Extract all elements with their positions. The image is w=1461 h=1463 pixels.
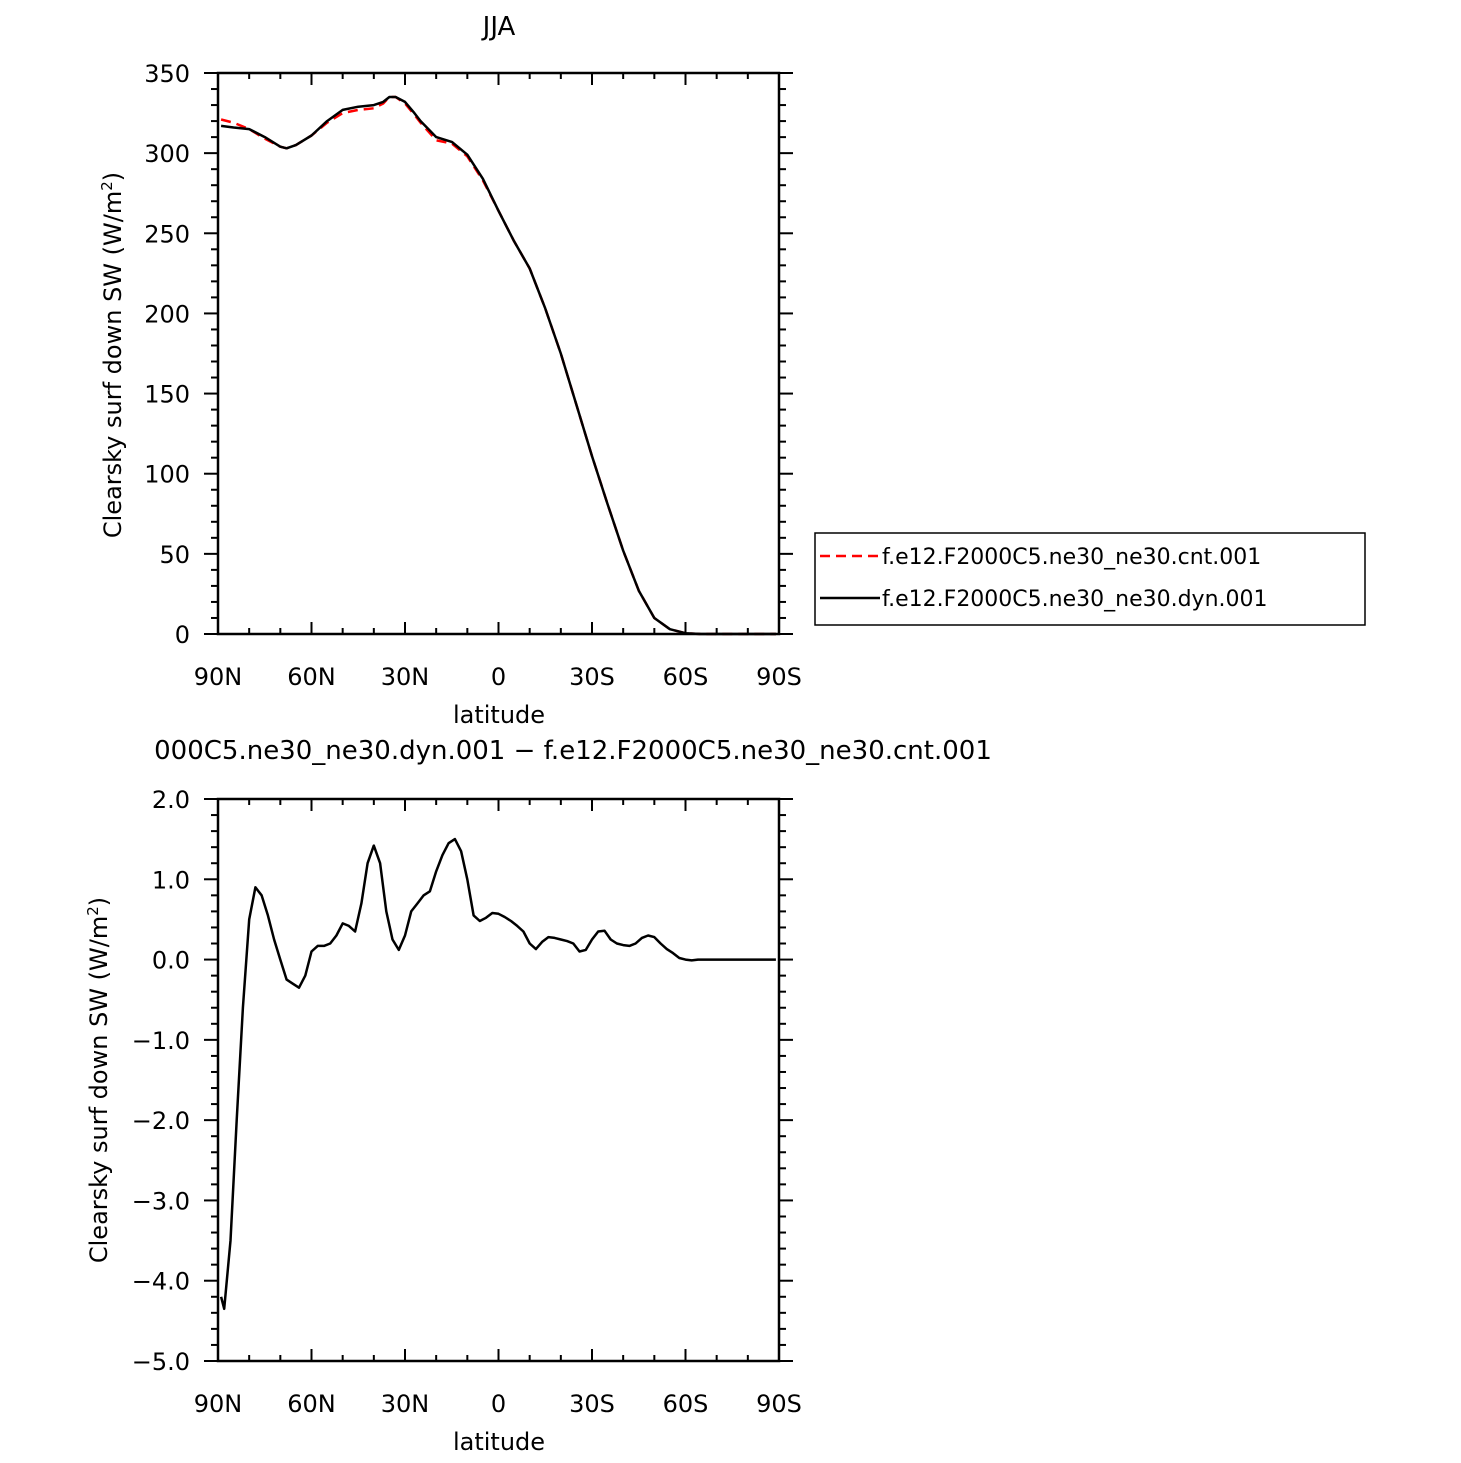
top-panel: JJA 90N 60N 30N 0 30S 60S 90S 0 50 100 150 200 250 30… [98,12,1366,729]
top-panel-y-tick-label: 300 [144,140,190,168]
top-panel-y-tick-label: 0 [175,621,190,649]
legend: f.e12.F2000C5.ne30_ne30.cnt.001 f.e12.F2… [814,532,1366,626]
top-panel-series-group [220,95,776,636]
bottom-panel: 000C5.ne30_ne30.dyn.001 − f.e12.F2000C5.… [84,736,992,1456]
bottom-panel-x-tick-label: 90N [194,1390,243,1418]
bottom-panel-x-tick-label: 0 [491,1390,506,1418]
top-panel-x-axis-label: latitude [453,701,545,729]
bottom-panel-y-tick-label: −5.0 [132,1348,190,1376]
top-panel-y-tick-label: 50 [159,541,190,569]
bottom-panel-series-line-0 [219,837,776,1311]
top-panel-frame [216,71,781,636]
top-panel-y-axis-label: Clearsky surf down SW (W/m2) [98,172,127,538]
bottom-panel-x-tick-label: 60S [663,1390,709,1418]
top-panel-series-line-0 [220,95,776,636]
top-panel-y-tick-label: 100 [144,461,190,489]
top-panel-x-tick-label: 60N [287,663,336,691]
top-panel-series-line-1 [220,95,776,636]
top-panel-y-tick-label: 250 [144,220,190,248]
top-panel-x-tick-label: 90S [756,663,802,691]
bottom-panel-x-tick-label: 30N [381,1390,430,1418]
bottom-panel-y-tick-label: 1.0 [152,866,190,894]
bottom-panel-series-group [219,837,776,1311]
legend-label-cnt: f.e12.F2000C5.ne30_ne30.cnt.001 [882,545,1261,570]
bottom-panel-x-tick-label: 60N [287,1390,336,1418]
bottom-panel-y-tick-label: 2.0 [152,786,190,814]
top-panel-x-tick-label: 0 [491,663,506,691]
bottom-panel-title: 000C5.ne30_ne30.dyn.001 − f.e12.F2000C5.… [154,736,992,766]
bottom-panel-x-axis-label: latitude [453,1428,545,1456]
legend-box [814,532,1366,626]
top-panel-axes: 90N 60N 30N 0 30S 60S 90S 0 50 100 150 200 250 300 350 [144,60,802,691]
bottom-panel-x-tick-label: 30S [569,1390,615,1418]
top-panel-x-tick-label: 90N [194,663,243,691]
bottom-panel-y-tick-label: −3.0 [132,1187,190,1215]
top-panel-y-tick-label: 150 [144,381,190,409]
legend-label-dyn: f.e12.F2000C5.ne30_ne30.dyn.001 [882,587,1268,612]
bottom-panel-frame [216,797,781,1363]
bottom-panel-y-tick-label: −4.0 [132,1268,190,1296]
bottom-panel-y-tick-label: −2.0 [132,1107,190,1135]
top-panel-x-tick-label: 30S [569,663,615,691]
top-panel-x-tick-label: 30N [381,663,430,691]
bottom-panel-x-tick-label: 90S [756,1390,802,1418]
top-panel-y-tick-label: 200 [144,300,190,328]
top-panel-x-tick-label: 60S [663,663,709,691]
bottom-panel-y-axis-label: Clearsky surf down SW (W/m2) [84,897,113,1263]
top-panel-title: JJA [481,12,516,42]
bottom-panel-axes: 90N 60N 30N 0 30S 60S 90S 2.0 1.0 0.0 −1.0 −2.0 −3.0… [132,786,802,1418]
top-panel-y-tick-label: 350 [144,60,190,88]
bottom-panel-y-tick-label: 0.0 [152,947,190,975]
bottom-panel-y-tick-label: −1.0 [132,1027,190,1055]
